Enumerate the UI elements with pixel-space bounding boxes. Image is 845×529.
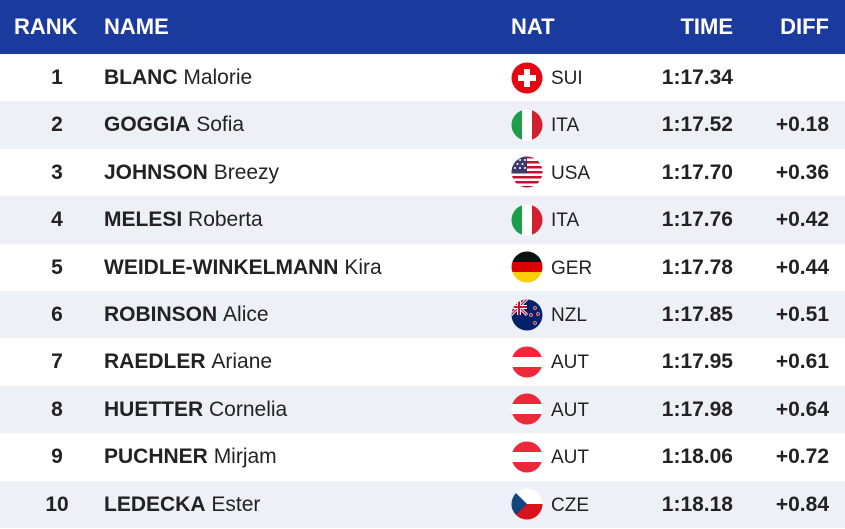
athlete-name: LEDECKA Ester [104,481,260,528]
diff: +0.84 [775,492,829,516]
nation: AUT [551,352,589,374]
diff: +0.36 [775,160,829,184]
flag-icon [511,62,543,94]
result-row: 10 LEDECKA Ester CZE 1:18.18 +0.84 [0,480,845,528]
surname: HUETTER [104,397,204,421]
given-name: Malorie [183,66,253,89]
header-cell: RANK [14,14,78,39]
surname: JOHNSON [104,160,208,184]
result-row: 1 BLANC Malorie SUI 1:17.34 [0,54,845,101]
rank: 9 [51,445,63,469]
time: 1:17.52 [661,113,733,137]
flag-icon [511,393,543,425]
given-name: Ariane [211,350,273,374]
surname: WEIDLE-WINKELMANN [104,255,339,279]
result-row: 2 GOGGIA Sofia ITA 1:17.52 +0.18 [0,101,845,149]
flag-icon [511,156,543,188]
surname: LEDECKA [104,492,206,516]
result-row: 9 PUCHNER Mirjam AUT 1:18.06 +0.72 [0,433,845,480]
athlete-name: ROBINSON Alice [104,291,269,338]
nation: CZE [551,494,589,516]
rank: 1 [51,66,63,89]
flag-icon [511,109,543,141]
given-name: Breezy [213,160,280,184]
given-name: Cornelia [209,397,288,421]
flag-icon [511,251,543,283]
rank: 7 [51,350,63,374]
flag-icon [511,488,543,520]
time: 1:17.76 [661,208,733,232]
surname: RAEDLER [104,350,206,374]
given-name: Alice [223,303,269,326]
flag-icon [511,346,543,378]
given-name: Kira [344,255,382,279]
athlete-name: PUCHNER Mirjam [104,433,277,480]
diff: +0.61 [775,350,829,374]
nation: AUT [551,399,589,421]
header-cell: NAME [104,14,169,39]
header-row: RANK NAME NAT TIME DIFF [0,0,845,54]
given-name: Roberta [188,208,263,232]
time: 1:17.34 [661,66,733,89]
flag-icon [511,441,543,473]
surname: ROBINSON [104,303,218,326]
time: 1:17.98 [661,397,733,421]
nation: AUT [551,447,589,469]
header-cell: DIFF [780,14,829,39]
diff: +0.64 [775,397,829,421]
given-name: Ester [211,492,261,516]
athlete-name: RAEDLER Ariane [104,338,272,385]
athlete-name: MELESI Roberta [104,196,263,243]
result-row: 7 RAEDLER Ariane AUT 1:17.95 +0.61 [0,338,845,385]
nation: USA [551,162,591,184]
result-row: 5 WEIDLE-WINKELMANN Kira GER 1:17.78 +0.44 [0,244,845,291]
nation: ITA [551,210,580,232]
athlete-name: GOGGIA Sofia [104,101,244,148]
result-row: 6 ROBINSON Alice NZL 1:17.85 +0.51 [0,291,845,339]
time: 1:17.85 [661,303,733,326]
time: 1:17.95 [661,350,733,374]
athlete-name: WEIDLE-WINKELMANN Kira [104,244,382,291]
time: 1:17.78 [661,255,733,279]
diff: +0.42 [775,208,829,232]
nation: SUI [551,68,583,89]
rank: 5 [51,255,63,279]
athlete-name: JOHNSON Breezy [104,149,279,196]
surname: MELESI [104,208,183,232]
header-cell: NAT [511,14,555,39]
given-name: Sofia [196,113,245,137]
time: 1:17.70 [661,160,733,184]
given-name: Mirjam [213,445,277,469]
athlete-name: HUETTER Cornelia [104,386,287,433]
surname: BLANC [104,66,178,89]
nation: ITA [551,115,580,137]
rank: 4 [51,208,63,232]
athlete-name: BLANC Malorie [104,54,252,101]
diff: +0.18 [775,113,829,137]
rank: 8 [51,397,63,421]
rank: 10 [45,492,69,516]
diff: +0.51 [775,303,829,326]
rank: 6 [51,303,63,326]
time: 1:18.18 [661,492,733,516]
result-row: 4 MELESI Roberta ITA 1:17.76 +0.42 [0,196,845,244]
rank: 3 [51,160,63,184]
surname: PUCHNER [104,445,208,469]
nation: NZL [551,305,587,326]
nation: GER [551,257,593,279]
surname: GOGGIA [104,113,191,137]
time: 1:18.06 [661,445,733,469]
result-row: 3 JOHNSON Breezy USA 1:17.70 +0.36 [0,149,845,196]
rank: 2 [51,113,63,137]
header-cell: TIME [680,14,733,39]
result-row: 8 HUETTER Cornelia AUT 1:17.98 +0.64 [0,385,845,434]
diff: +0.72 [775,445,829,469]
flag-icon [511,204,543,236]
flag-icon [511,299,543,331]
diff: +0.44 [775,255,829,279]
